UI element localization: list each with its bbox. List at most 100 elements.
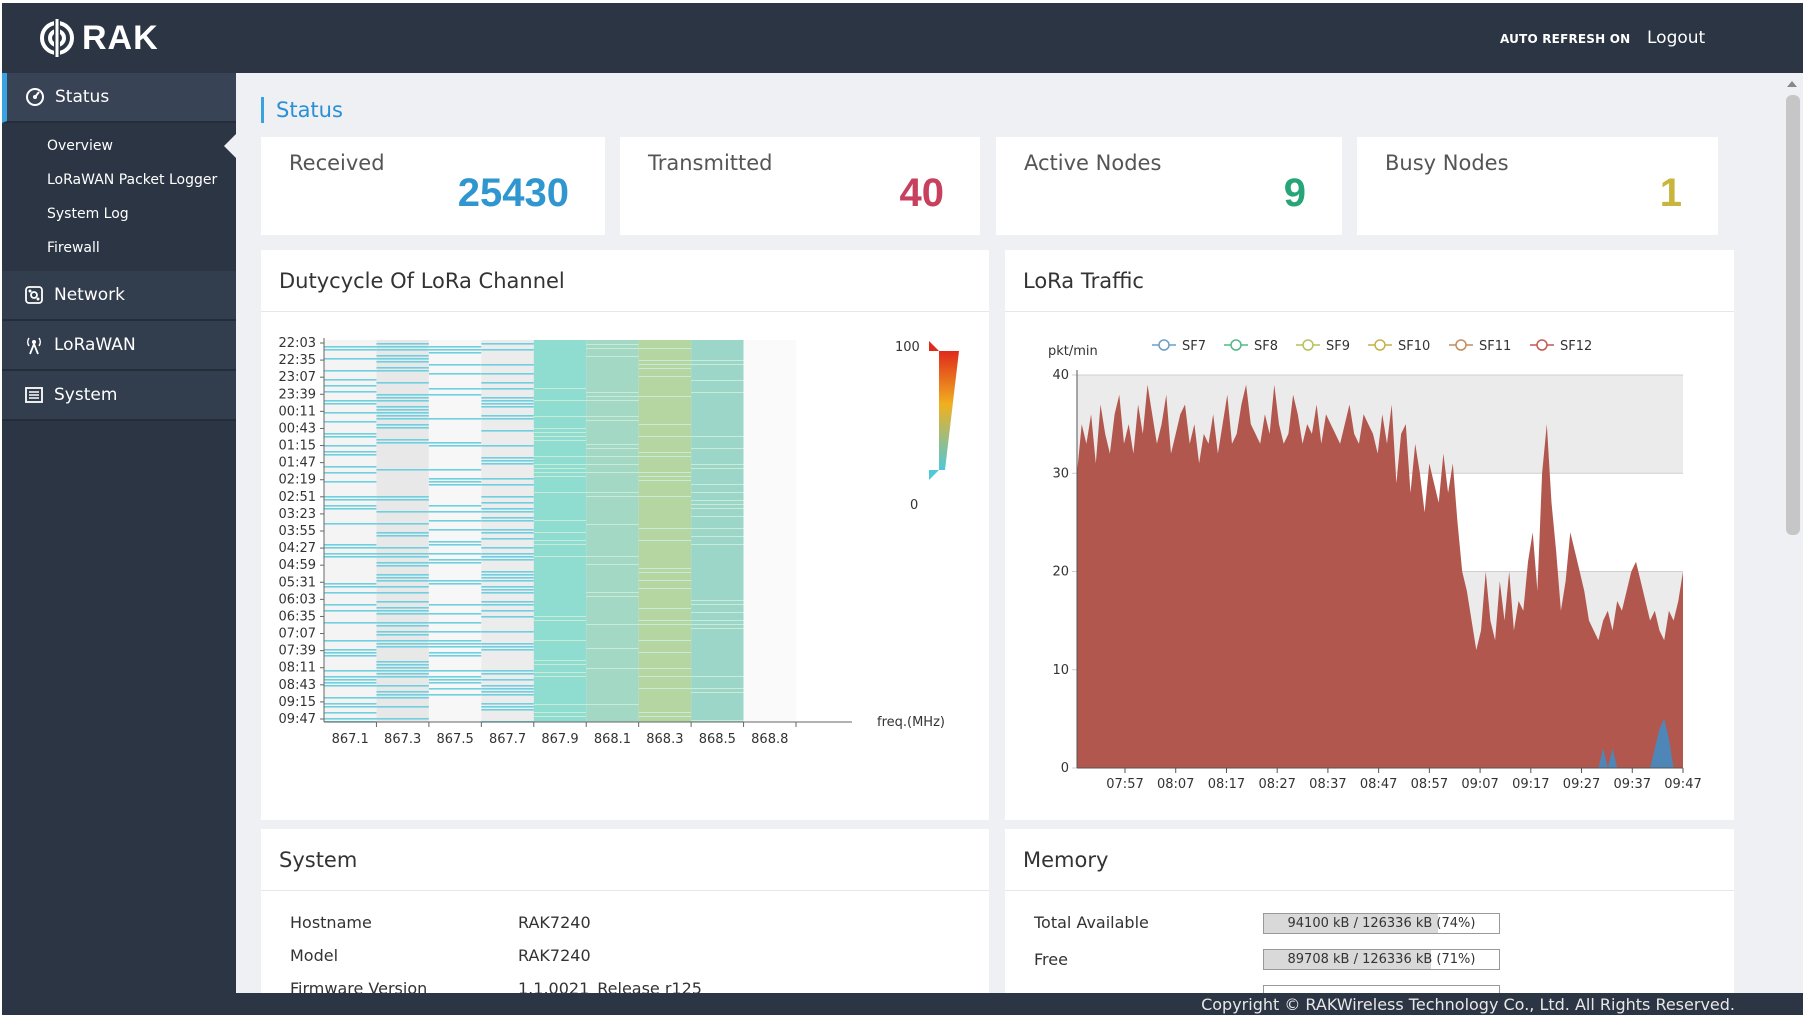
heatmap-cell — [586, 668, 639, 669]
status-submenu: Overview LoRaWAN Packet Logger System Lo… — [2, 123, 236, 271]
legend-item-sf7[interactable]: SF7 — [1152, 339, 1206, 354]
heatmap-cell — [481, 496, 534, 498]
heatmap-cell — [376, 631, 429, 633]
page-scrollbar[interactable] — [1781, 73, 1803, 993]
heatmap-cell — [533, 468, 587, 469]
heatmap-cell — [324, 472, 377, 474]
heatmap-cell — [691, 448, 744, 449]
auto-refresh-toggle[interactable]: AUTO REFRESH ON — [1500, 32, 1631, 46]
scroll-up-arrow-icon[interactable] — [1787, 81, 1797, 87]
legend-item-sf9[interactable]: SF9 — [1296, 339, 1350, 354]
heatmap-cell — [638, 528, 692, 529]
heatmap-cell — [324, 544, 377, 546]
sidebar-item-network[interactable]: Network — [2, 271, 236, 321]
sidebar-item-label: Network — [54, 285, 125, 305]
legend-item-sf10[interactable]: SF10 — [1368, 339, 1430, 354]
heatmap-cell — [533, 676, 587, 677]
scrollbar-thumb[interactable] — [1786, 95, 1800, 535]
heatmap-cell — [428, 478, 482, 480]
logout-link[interactable]: Logout — [1647, 28, 1706, 48]
heatmap-cell — [324, 436, 377, 438]
total-available-label: Total Available — [1034, 913, 1149, 932]
x-tick-label: 868.8 — [751, 732, 788, 747]
heatmap-cell — [481, 547, 534, 549]
heatmap-cell — [376, 553, 429, 555]
sidebar-item-status[interactable]: Status — [2, 73, 236, 123]
dutycycle-heatmap: 22:03 22:35 23:07 23:39 00:11 00:43 01:15 01:47… — [279, 336, 959, 747]
heatmap-cell — [533, 400, 587, 401]
legend-marker-icon — [1374, 339, 1386, 351]
sidebar-item-label: System — [54, 385, 118, 405]
heatmap-cell — [324, 682, 377, 684]
heatmap-cell — [481, 616, 534, 618]
heatmap-cell — [324, 622, 377, 624]
antenna-icon — [27, 337, 41, 355]
heatmap-cell — [428, 583, 482, 585]
heatmap-cell — [586, 496, 639, 497]
app-window: RAK AUTO REFRESH ON Logout Status Overvi… — [2, 3, 1803, 1015]
heatmap-cell — [376, 439, 429, 441]
heatmap-cell — [324, 556, 377, 558]
heatmap-cell — [376, 676, 429, 678]
brand-name: RAK — [82, 18, 159, 57]
heatmap-cell — [324, 670, 377, 672]
brand-logo[interactable]: RAK — [38, 17, 159, 59]
subnav-firewall[interactable]: Firewall — [2, 231, 236, 265]
heatmap-cell — [324, 649, 377, 651]
subnav-packet-logger[interactable]: LoRaWAN Packet Logger — [2, 163, 236, 197]
heatmap-cell — [428, 520, 482, 522]
heatmap-cell — [428, 394, 482, 396]
sidebar-item-lorawan[interactable]: LoRaWAN — [2, 321, 236, 371]
heatmap-cell — [533, 712, 587, 713]
heatmap-cell — [376, 697, 429, 699]
y-tick-label: 07:07 — [279, 627, 316, 642]
heatmap-cell — [481, 580, 534, 582]
heatmap-cell — [691, 544, 744, 545]
stat-label: Active Nodes — [1024, 151, 1162, 175]
heatmap-cell — [481, 706, 534, 708]
sidebar-item-system[interactable]: System — [2, 371, 236, 421]
legend-item-sf8[interactable]: SF8 — [1224, 339, 1278, 354]
heatmap-cell — [533, 436, 587, 437]
heatmap-cell — [376, 664, 429, 666]
y-tick-label: 22:35 — [279, 353, 316, 368]
heatmap-cell — [638, 668, 692, 669]
heatmap-cell — [481, 400, 534, 402]
heatmap-cell — [638, 476, 692, 477]
x-tick-label: 867.1 — [332, 732, 369, 747]
heatmap-cell — [586, 348, 639, 349]
subnav-label: LoRaWAN Packet Logger — [47, 172, 218, 188]
legend-marker-icon — [1158, 339, 1170, 351]
heatmap-cell — [376, 610, 429, 612]
heatmap-cell — [691, 380, 744, 381]
heatmap-cell — [428, 541, 482, 543]
active-indicator-icon — [224, 134, 236, 158]
heatmap-cell — [691, 500, 744, 501]
heatmap-cell — [533, 664, 587, 665]
stat-value: 40 — [899, 171, 945, 215]
stat-value: 9 — [1283, 171, 1306, 215]
heatmap-cell — [691, 392, 744, 393]
legend-item-sf12[interactable]: SF12 — [1530, 339, 1592, 354]
heatmap-cell — [691, 688, 744, 689]
heatmap-cell — [533, 616, 587, 617]
subnav-overview[interactable]: Overview — [2, 129, 236, 163]
heatmap-cell — [586, 524, 639, 525]
heatmap-cell — [638, 688, 692, 689]
x-tick-label: 867.9 — [541, 732, 578, 747]
heatmap-cell — [586, 704, 639, 705]
page-title: Status — [261, 97, 343, 123]
subnav-system-log[interactable]: System Log — [2, 197, 236, 231]
x-tick-label: 07:57 — [1106, 777, 1143, 792]
heatmap-cell — [376, 667, 429, 669]
model-value: RAK7240 — [518, 946, 591, 965]
heatmap-cell — [481, 694, 534, 696]
main-content: Status Received 25430 Transmitted 40 Act… — [236, 73, 1781, 993]
heatmap-cell — [638, 676, 692, 677]
heatmap-cell — [481, 445, 534, 447]
legend-item-sf11[interactable]: SF11 — [1449, 339, 1511, 354]
stat-transmitted: Transmitted 40 — [620, 137, 980, 235]
heatmap-cell — [376, 511, 429, 513]
x-axis-title: freq.(MHz) — [877, 715, 945, 730]
legend-marker-icon — [1455, 339, 1467, 351]
